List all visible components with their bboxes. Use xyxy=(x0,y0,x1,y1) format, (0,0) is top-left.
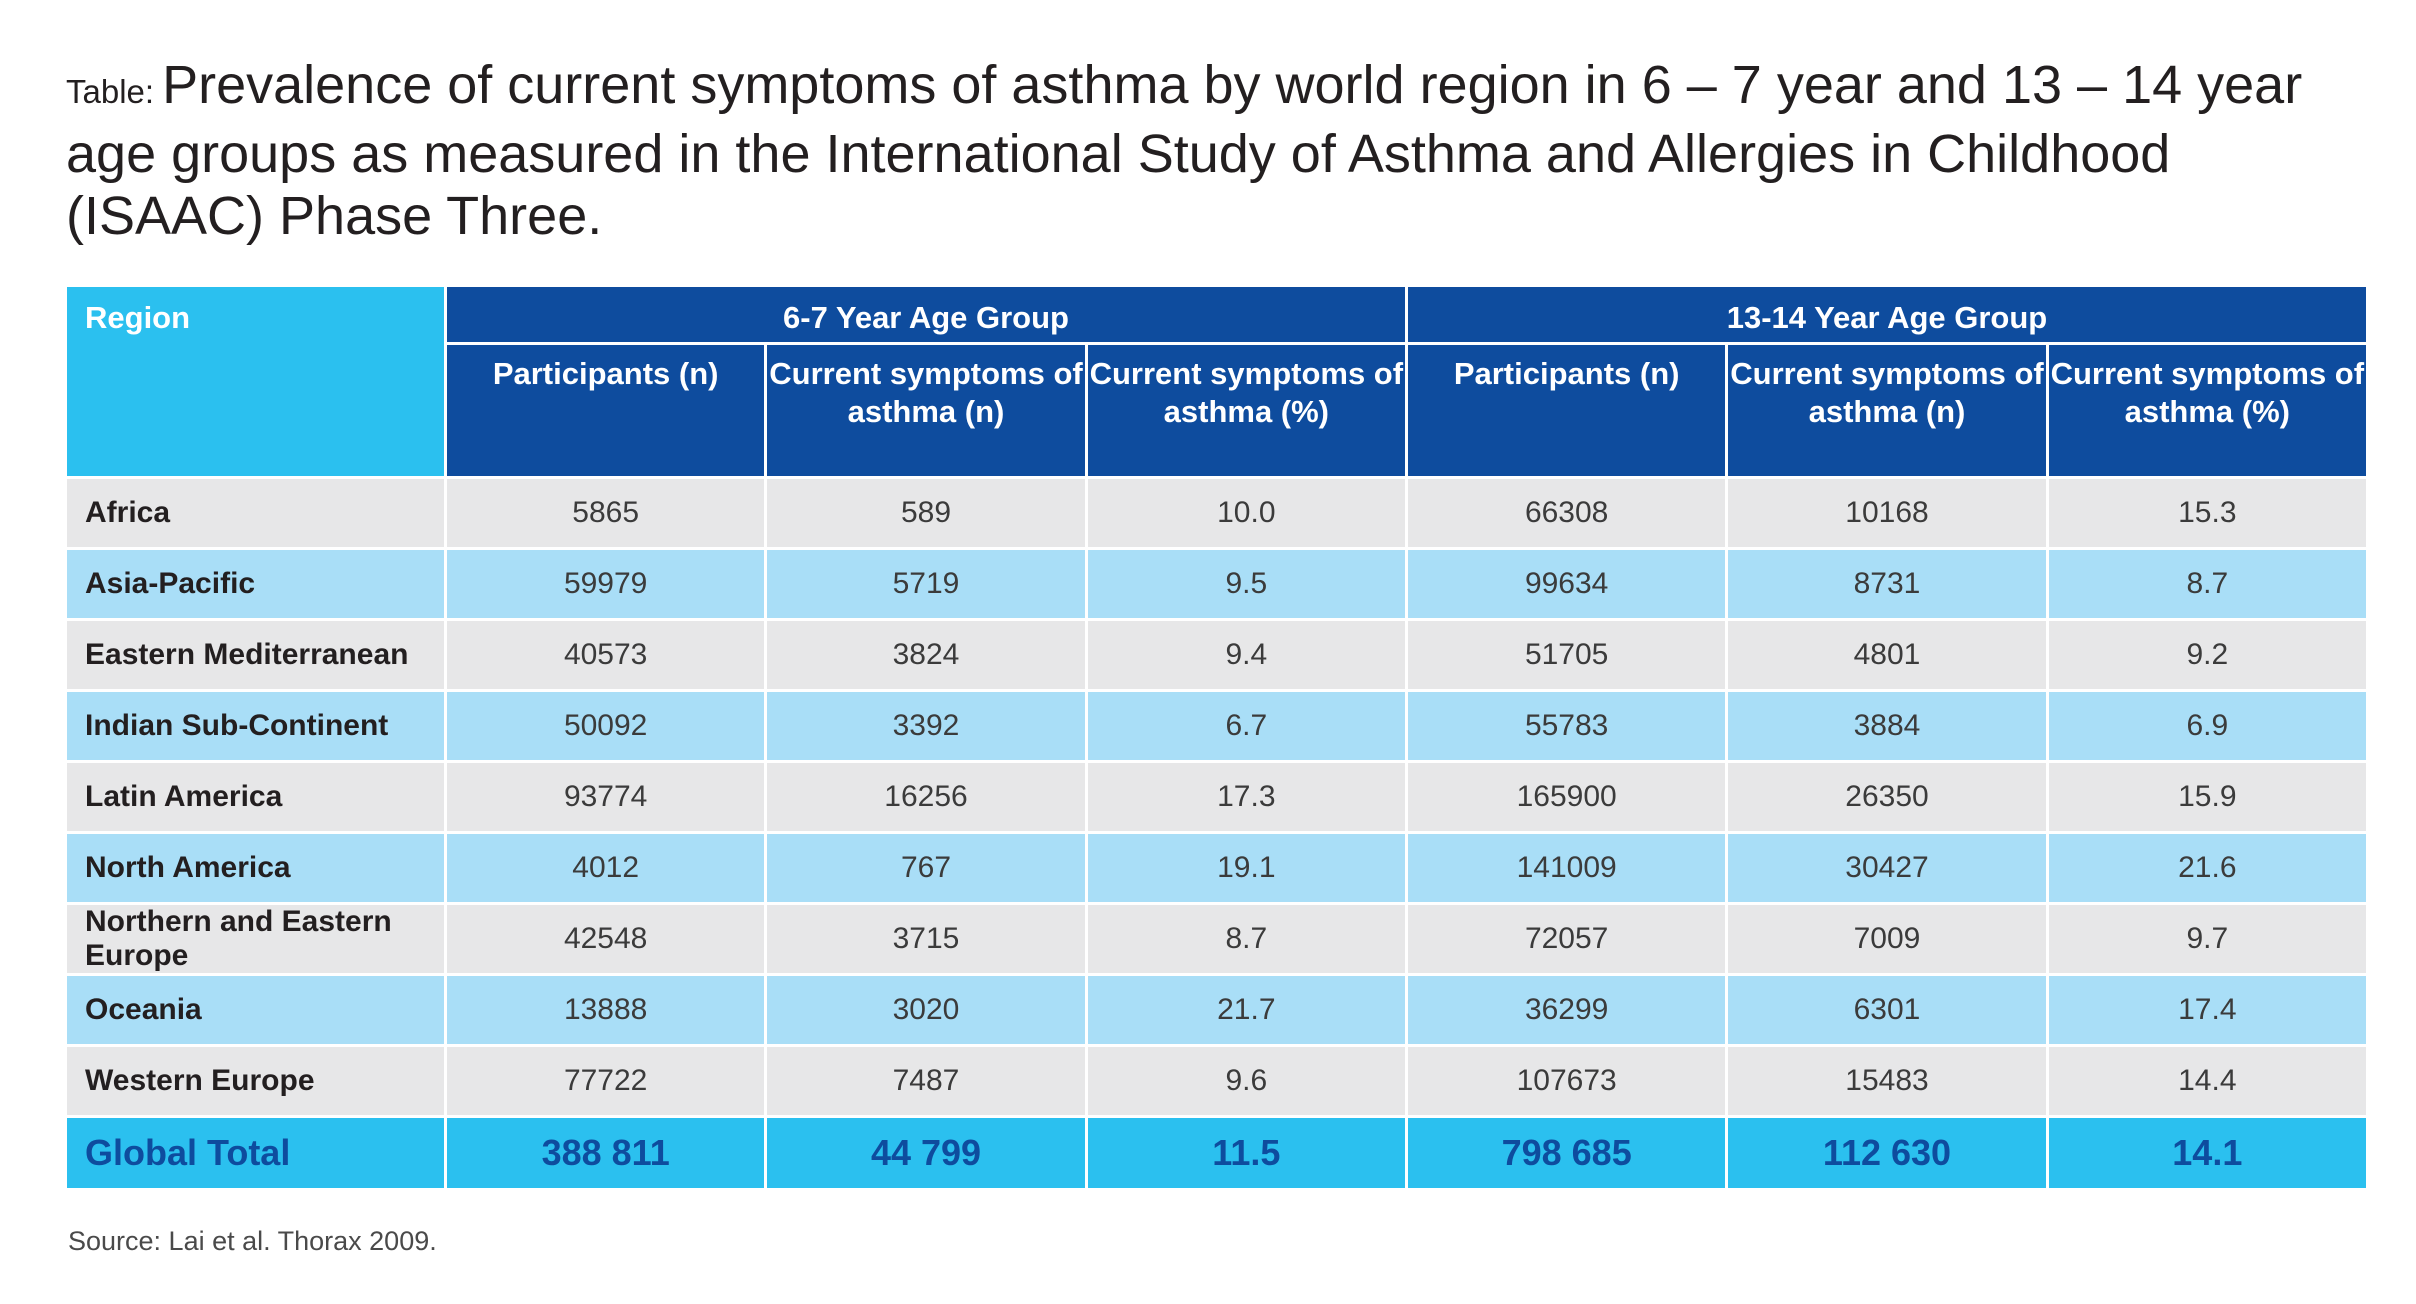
header-13-14-symptoms-n: Current symptoms of asthma (n) xyxy=(1725,342,2049,479)
value-cell: 6.9 xyxy=(2045,689,2369,763)
value-cell: 15483 xyxy=(1725,1044,2049,1118)
value-cell: 42548 xyxy=(443,902,768,976)
value-cell: 14.4 xyxy=(2045,1044,2369,1118)
region-cell: Eastern Mediterranean xyxy=(64,618,447,692)
value-cell: 3715 xyxy=(764,902,1088,976)
region-cell: Africa xyxy=(64,476,447,550)
value-cell: 17.3 xyxy=(1084,760,1409,834)
value-cell: 107673 xyxy=(1404,1044,1729,1118)
value-cell: 16256 xyxy=(764,760,1088,834)
value-cell: 50092 xyxy=(443,689,768,763)
total-value-cell: 44 799 xyxy=(764,1115,1088,1191)
table-row: Eastern Mediterranean 40573 3824 9.4 517… xyxy=(64,618,2369,692)
table-row: North America 4012 767 19.1 141009 30427… xyxy=(64,831,2369,905)
value-cell: 165900 xyxy=(1404,760,1729,834)
value-cell: 767 xyxy=(764,831,1088,905)
value-cell: 3020 xyxy=(764,973,1088,1047)
table-row: Africa 5865 589 10.0 66308 10168 15.3 xyxy=(64,476,2369,550)
value-cell: 6301 xyxy=(1725,973,2049,1047)
value-cell: 5865 xyxy=(443,476,768,550)
value-cell: 8.7 xyxy=(2045,547,2369,621)
value-cell: 99634 xyxy=(1404,547,1729,621)
value-cell: 9.6 xyxy=(1084,1044,1409,1118)
title-text: Prevalence of current symptoms of asthma… xyxy=(66,55,2303,246)
value-cell: 141009 xyxy=(1404,831,1729,905)
value-cell: 59979 xyxy=(443,547,768,621)
total-value-cell: 112 630 xyxy=(1725,1115,2049,1191)
region-cell: Latin America xyxy=(64,760,447,834)
header-6-7-symptoms-n: Current symptoms of asthma (n) xyxy=(764,342,1088,479)
value-cell: 26350 xyxy=(1725,760,2049,834)
value-cell: 9.2 xyxy=(2045,618,2369,692)
table-row: Indian Sub-Continent 50092 3392 6.7 5578… xyxy=(64,689,2369,763)
table-row: Asia-Pacific 59979 5719 9.5 99634 8731 8… xyxy=(64,547,2369,621)
value-cell: 51705 xyxy=(1404,618,1729,692)
value-cell: 36299 xyxy=(1404,973,1729,1047)
value-cell: 7009 xyxy=(1725,902,2049,976)
value-cell: 3824 xyxy=(764,618,1088,692)
header-group-row: Region 6-7 Year Age Group 13-14 Year Age… xyxy=(64,284,2369,479)
value-cell: 21.6 xyxy=(2045,831,2369,905)
header-sub-row: Participants (n) Current symptoms of ast… xyxy=(66,342,2369,479)
table-body: Africa 5865 589 10.0 66308 10168 15.3 As… xyxy=(64,476,2369,1118)
value-cell: 72057 xyxy=(1404,902,1729,976)
value-cell: 8731 xyxy=(1725,547,2049,621)
value-cell: 3392 xyxy=(764,689,1088,763)
region-cell: Asia-Pacific xyxy=(64,547,447,621)
value-cell: 9.4 xyxy=(1084,618,1409,692)
value-cell: 9.7 xyxy=(2045,902,2369,976)
value-cell: 13888 xyxy=(443,973,768,1047)
total-value-cell: 14.1 xyxy=(2045,1115,2369,1191)
region-cell: Oceania xyxy=(64,973,447,1047)
value-cell: 4012 xyxy=(443,831,768,905)
table-row: Oceania 13888 3020 21.7 36299 6301 17.4 xyxy=(64,973,2369,1047)
value-cell: 3884 xyxy=(1725,689,2049,763)
value-cell: 10.0 xyxy=(1084,476,1409,550)
value-cell: 6.7 xyxy=(1084,689,1409,763)
header-6-7-participants: Participants (n) xyxy=(443,342,768,479)
table-row: Western Europe 77722 7487 9.6 107673 154… xyxy=(64,1044,2369,1118)
table-row: Latin America 93774 16256 17.3 165900 26… xyxy=(64,760,2369,834)
header-group-13-14: 13-14 Year Age Group xyxy=(1405,284,2369,345)
value-cell: 5719 xyxy=(764,547,1088,621)
value-cell: 19.1 xyxy=(1084,831,1409,905)
value-cell: 8.7 xyxy=(1084,902,1409,976)
value-cell: 17.4 xyxy=(2045,973,2369,1047)
value-cell: 40573 xyxy=(443,618,768,692)
header-6-7-symptoms-pct: Current symptoms of asthma (%) xyxy=(1084,342,1409,479)
value-cell: 15.9 xyxy=(2045,760,2369,834)
value-cell: 55783 xyxy=(1404,689,1729,763)
value-cell: 77722 xyxy=(443,1044,768,1118)
asthma-prevalence-table: Region 6-7 Year Age Group 13-14 Year Age… xyxy=(64,284,2369,1191)
value-cell: 15.3 xyxy=(2045,476,2369,550)
value-cell: 30427 xyxy=(1725,831,2049,905)
total-value-cell: 798 685 xyxy=(1404,1115,1729,1191)
region-cell: Western Europe xyxy=(64,1044,447,1118)
table-title: Table: Prevalence of current symptoms of … xyxy=(66,54,2366,247)
header-group-6-7: 6-7 Year Age Group xyxy=(444,284,1408,345)
region-cell: North America xyxy=(64,831,447,905)
global-total-row: Global Total 388 811 44 799 11.5 798 685… xyxy=(64,1115,2369,1191)
value-cell: 7487 xyxy=(764,1044,1088,1118)
total-value-cell: 11.5 xyxy=(1084,1115,1409,1191)
header-13-14-symptoms-pct: Current symptoms of asthma (%) xyxy=(2045,342,2369,479)
total-value-cell: 388 811 xyxy=(443,1115,768,1191)
value-cell: 4801 xyxy=(1725,618,2049,692)
value-cell: 66308 xyxy=(1404,476,1729,550)
value-cell: 10168 xyxy=(1725,476,2049,550)
total-label-cell: Global Total xyxy=(64,1115,447,1191)
region-cell: Northern and Eastern Europe xyxy=(64,902,447,976)
title-prefix: Table: xyxy=(66,73,155,110)
value-cell: 21.7 xyxy=(1084,973,1409,1047)
value-cell: 589 xyxy=(764,476,1088,550)
header-region: Region xyxy=(64,284,447,479)
value-cell: 9.5 xyxy=(1084,547,1409,621)
table-row: Northern and Eastern Europe 42548 3715 8… xyxy=(64,902,2369,976)
source-note: Source: Lai et al. Thorax 2009. xyxy=(68,1226,437,1256)
value-cell: 93774 xyxy=(443,760,768,834)
header-13-14-participants: Participants (n) xyxy=(1404,342,1729,479)
region-cell: Indian Sub-Continent xyxy=(64,689,447,763)
